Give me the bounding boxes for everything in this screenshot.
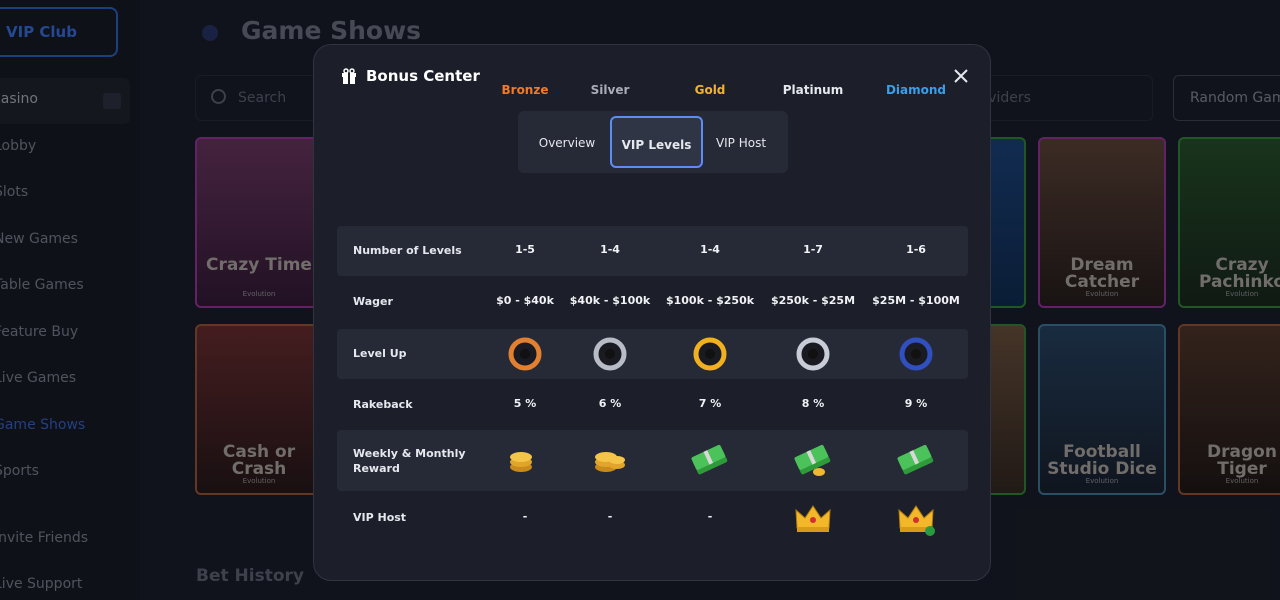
game-card[interactable]: Crazy Time Evolution <box>195 137 323 308</box>
game-card[interactable]: Cash or Crash Evolution <box>195 324 323 495</box>
table-row-bg <box>337 430 968 491</box>
level-icon <box>508 337 542 371</box>
game-title: Cash or Crash <box>222 442 296 479</box>
cell: 1-5 <box>515 243 535 256</box>
row-label: Number of Levels <box>353 244 462 257</box>
cell: $100k - $250k <box>665 294 755 307</box>
game-provider: Evolution <box>242 290 276 298</box>
tab-active[interactable]: VIP Levels <box>610 116 703 168</box>
game-provider: Evolution <box>1225 477 1259 485</box>
modal-title: Bonus Center <box>366 67 480 85</box>
reward-icon <box>595 452 625 472</box>
row-label: Weekly & Monthly Reward <box>353 447 466 475</box>
search-icon <box>211 89 226 104</box>
menu-item[interactable]: Sports <box>0 463 39 479</box>
bonus-center-modal: Bonus Center Overview VIP Levels VIP Hos… <box>313 44 991 581</box>
cell: 1-4 <box>700 243 720 256</box>
row-label: Level Up <box>353 347 407 360</box>
cell: 5 % <box>513 397 537 410</box>
sidebar: VIP Club Casino Lobby Slots New Games Table … <box>0 0 140 600</box>
table-row-bg <box>337 226 968 276</box>
cell: $250k - $25M <box>770 294 856 307</box>
level-icon <box>796 337 830 371</box>
game-card[interactable]: Crazy Pachinko Evolution <box>1178 137 1280 308</box>
vip-club-button[interactable]: VIP Club <box>0 7 118 57</box>
menu-item[interactable]: Game Shows <box>0 417 86 433</box>
menu-item[interactable]: Feature Buy <box>0 324 79 340</box>
menu-item[interactable]: Lobby <box>0 138 37 154</box>
game-title: Crazy Time <box>206 255 312 275</box>
game-title: Football Studio Dice <box>1047 442 1157 479</box>
crown-icon <box>898 505 935 536</box>
menu-item[interactable]: Casino <box>0 91 38 107</box>
crown-icon <box>795 505 831 532</box>
cell: 8 % <box>801 397 825 410</box>
cell: $40k - $100k <box>569 294 651 307</box>
level-header: Gold <box>694 83 726 97</box>
row-label: VIP Host <box>353 511 407 524</box>
cell: 9 % <box>904 397 928 410</box>
cell: 7 % <box>698 397 722 410</box>
cell: - <box>607 510 613 523</box>
cell: $0 - $40k <box>496 294 554 307</box>
level-header: Platinum <box>782 83 844 97</box>
game-provider: Evolution <box>242 477 276 485</box>
cell: - <box>522 510 528 523</box>
level-header: Bronze <box>501 83 549 97</box>
collapse-icon[interactable] <box>103 93 121 109</box>
page-title: Game Shows <box>241 16 422 45</box>
level-icon <box>593 337 627 371</box>
cell: $25M - $100M <box>872 294 960 307</box>
menu-item[interactable]: Live Games <box>0 370 77 386</box>
show-icon <box>202 25 218 41</box>
tab[interactable]: VIP Host <box>715 136 767 150</box>
level-icon <box>899 337 933 371</box>
game-card[interactable]: Dragon Tiger Evolution <box>1178 324 1280 495</box>
cell: - <box>707 510 713 523</box>
game-card[interactable]: Dream Catcher Evolution <box>1038 137 1166 308</box>
cell: 1-7 <box>803 243 823 256</box>
tab[interactable]: Overview <box>538 136 596 150</box>
level-icon <box>693 337 727 371</box>
game-card[interactable]: Football Studio Dice Evolution <box>1038 324 1166 495</box>
game-provider: Evolution <box>1085 290 1119 298</box>
menu-item[interactable]: New Games <box>0 231 78 247</box>
cell: 1-4 <box>600 243 620 256</box>
tab-bar: Overview VIP Levels VIP Host <box>518 111 788 173</box>
row-label: Rakeback <box>353 398 413 411</box>
cell: 1-6 <box>906 243 926 256</box>
reward-icon <box>691 444 728 475</box>
level-header: Silver <box>590 83 630 97</box>
close-button[interactable] <box>953 68 969 84</box>
reward-icon <box>794 444 831 476</box>
game-provider: Evolution <box>1225 290 1259 298</box>
menu-item[interactable]: Table Games <box>0 277 84 293</box>
table-row-bg <box>337 329 968 379</box>
reward-icon <box>510 452 532 472</box>
level-header: Diamond <box>885 83 947 97</box>
random-game-button[interactable]: Random Games <box>1173 75 1280 121</box>
game-title: Dream Catcher <box>1064 255 1140 292</box>
section-title: Bet History <box>196 566 304 586</box>
menu-item[interactable]: Slots <box>0 184 29 200</box>
menu-item[interactable]: Invite Friends <box>0 530 89 546</box>
game-provider: Evolution <box>1085 477 1119 485</box>
menu-item[interactable]: Live Support <box>0 576 83 592</box>
game-title: Dragon Tiger <box>1207 442 1277 479</box>
gift-icon <box>342 68 356 84</box>
reward-icon <box>897 444 934 475</box>
cell: 6 % <box>598 397 622 410</box>
game-title: Crazy Pachinko <box>1198 255 1280 292</box>
row-label: Wager <box>353 295 393 308</box>
